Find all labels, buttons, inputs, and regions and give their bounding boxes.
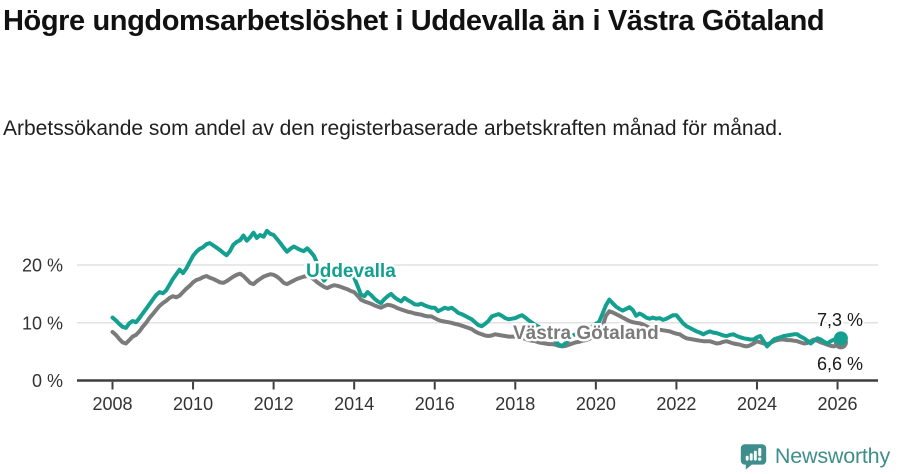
x-axis-tick-label: 2012 <box>254 394 294 414</box>
series-label-uddevalla: Uddevalla <box>306 261 396 282</box>
end-value-label-uddevalla: 7,3 % <box>817 310 863 330</box>
y-axis-tick-label: 0 % <box>32 371 63 391</box>
x-axis-tick-label: 2026 <box>818 394 858 414</box>
x-axis-tick-label: 2014 <box>334 394 374 414</box>
chart-title: Högre ungdomsarbetslöshet i Uddevalla än… <box>3 5 825 37</box>
x-axis-tick-label: 2016 <box>415 394 455 414</box>
brand-name: Newsworthy <box>774 444 890 468</box>
x-axis-tick-label: 2024 <box>737 394 777 414</box>
y-axis-tick-label: 20 % <box>22 256 63 276</box>
x-axis-tick-label: 2010 <box>173 394 213 414</box>
newsworthy-logo-icon <box>740 444 767 470</box>
series-endpoint-dot-uddevalla <box>833 331 848 346</box>
x-axis-tick-label: 2008 <box>92 394 132 414</box>
brand-footer: Newsworthy <box>739 442 890 471</box>
series-line-v-stra-g-taland <box>110 271 843 349</box>
chart-subtitle: Arbetssökande som andel av den registerb… <box>3 117 783 140</box>
series-line-uddevalla <box>110 228 843 349</box>
series-label-v-stra-g-taland: Västra Götaland <box>513 323 659 344</box>
x-axis-tick-label: 2018 <box>495 394 535 414</box>
end-value-label-v-stra-g-taland: 6,6 % <box>817 354 863 374</box>
y-axis-tick-label: 10 % <box>22 313 63 333</box>
x-axis-tick-label: 2022 <box>656 394 696 414</box>
x-axis-tick-label: 2020 <box>576 394 616 414</box>
